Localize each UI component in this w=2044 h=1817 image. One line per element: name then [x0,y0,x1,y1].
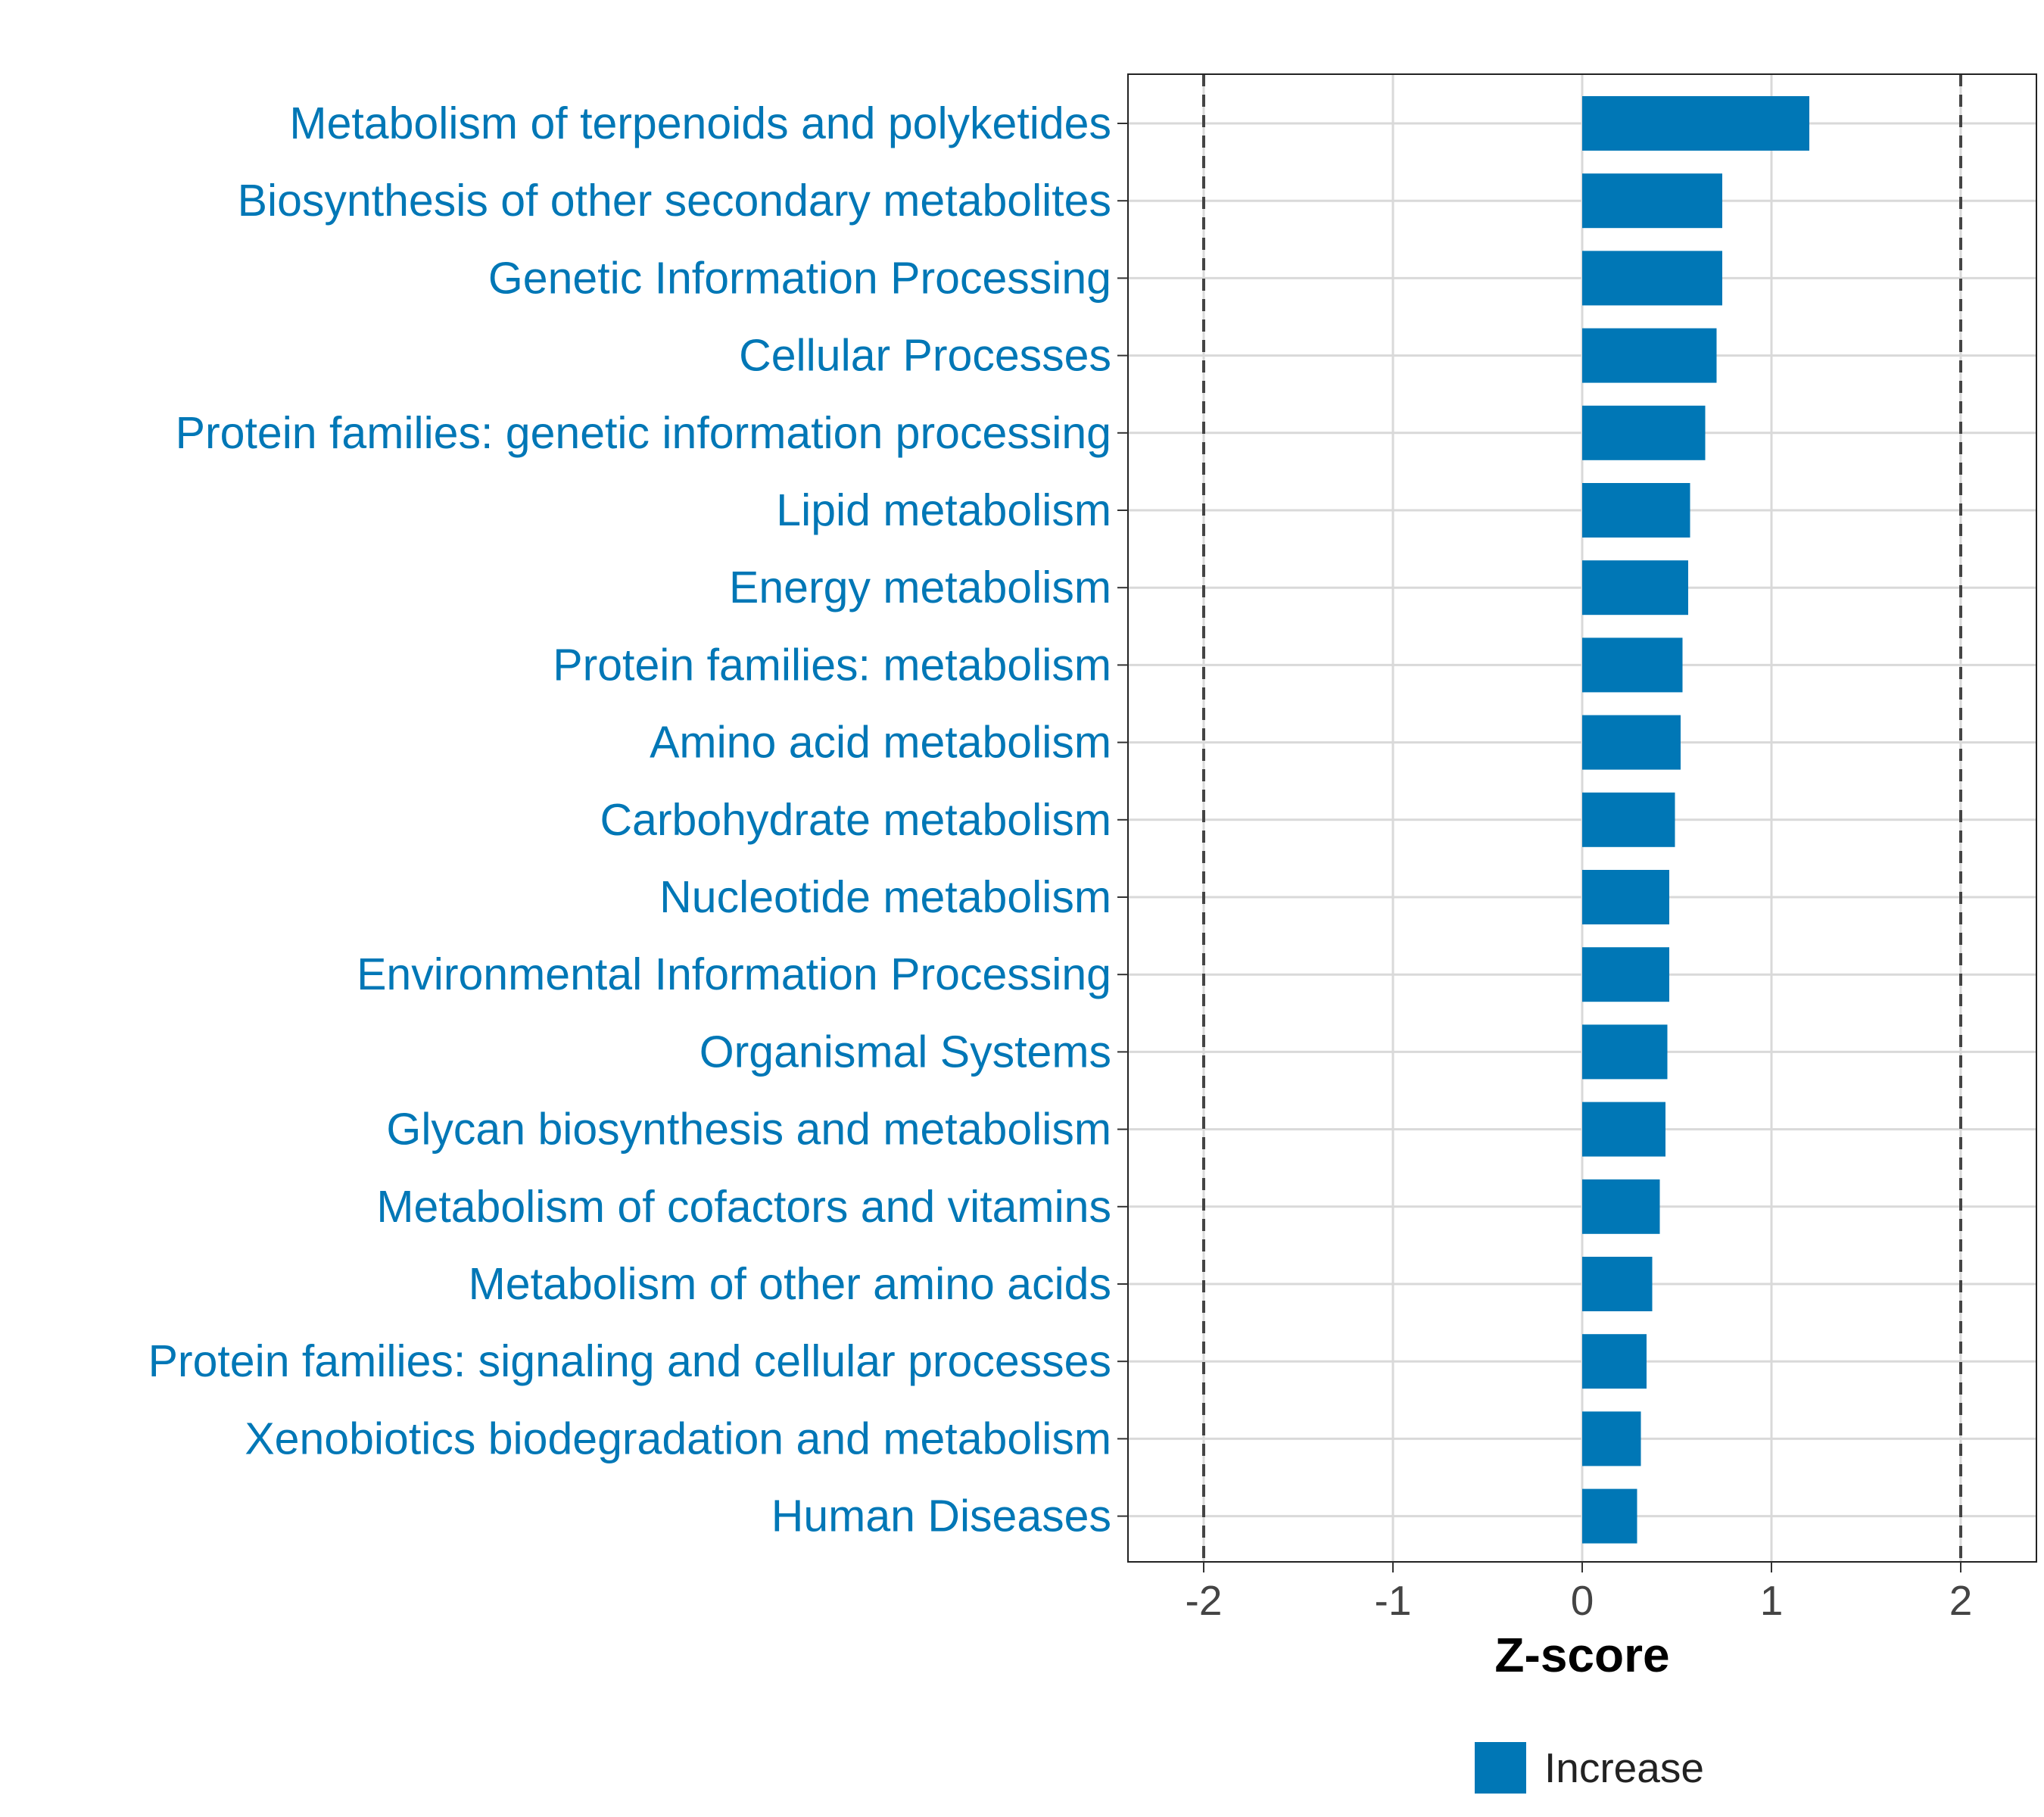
bar [1582,1488,1637,1544]
category-label: Metabolism of other amino acids [469,1259,1111,1309]
bar [1582,328,1717,383]
category-label: Human Diseases [771,1491,1111,1541]
x-tick-label: -2 [1186,1577,1223,1624]
x-tick-label: 1 [1760,1577,1784,1624]
x-tick-label: 0 [1571,1577,1594,1624]
category-label: Organismal Systems [700,1027,1111,1077]
category-label: Genetic Information Processing [488,253,1111,303]
category-label: Nucleotide metabolism [659,872,1111,922]
category-label: Biosynthesis of other secondary metaboli… [238,176,1111,226]
x-tick-labels: -2 -1 0 1 2 [1186,1577,1973,1624]
bar [1582,792,1675,847]
bar [1582,870,1669,924]
category-label: Lipid metabolism [776,485,1111,535]
bar [1582,560,1688,616]
bar [1582,637,1683,693]
category-label: Environmental Information Processing [357,949,1111,999]
category-label: Protein families: genetic information pr… [176,408,1111,458]
legend-label-increase: Increase [1544,1744,1704,1791]
legend-swatch-increase [1475,1742,1526,1794]
category-label: Amino acid metabolism [650,718,1111,768]
bar [1582,1411,1641,1466]
bar [1582,483,1690,538]
x-tick-label: -1 [1375,1577,1412,1624]
reference-lines [1202,74,1962,1562]
bar [1582,1257,1653,1311]
category-label: Carbohydrate metabolism [600,795,1111,845]
bar [1582,1024,1668,1080]
category-label: Protein families: metabolism [553,640,1111,690]
category-label: Metabolism of cofactors and vitamins [376,1182,1111,1232]
category-labels: Metabolism of terpenoids and polyketides… [148,98,1111,1541]
bar [1582,1179,1660,1234]
legend: Increase [1475,1742,1704,1794]
category-label: Energy metabolism [729,563,1111,612]
bar [1582,96,1809,151]
category-label: Cellular Processes [739,331,1111,381]
bar [1582,1102,1665,1157]
bars [1582,96,1809,1544]
axis-ticks [1117,123,1961,1572]
bar [1582,251,1722,306]
x-tick-label: 2 [1949,1577,1973,1624]
category-label: Metabolism of terpenoids and polyketides [289,98,1111,148]
category-label: Xenobiotics biodegradation and metabolis… [245,1413,1111,1463]
x-axis-title: Z-score [1494,1628,1669,1682]
bar [1582,715,1681,770]
category-label: Glycan biosynthesis and metabolism [386,1105,1111,1155]
bar [1582,1334,1647,1389]
bar [1582,405,1706,460]
bar [1582,947,1669,1002]
bar [1582,173,1722,229]
category-label: Protein families: signaling and cellular… [148,1336,1111,1386]
